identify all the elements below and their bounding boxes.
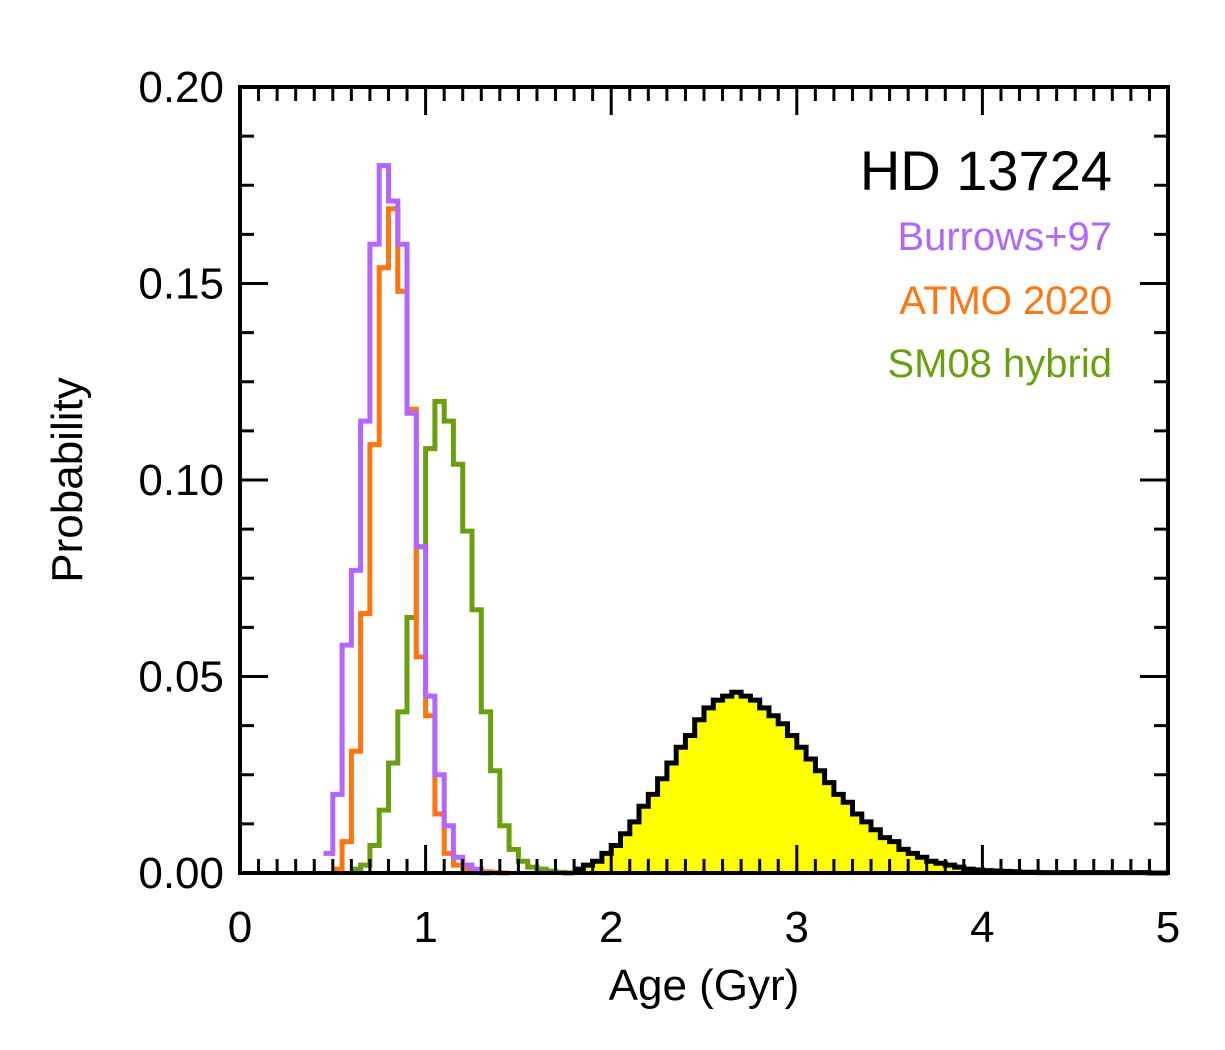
y-tick-label: 0.15	[138, 260, 224, 309]
legend-entry-burrows: Burrows+97	[897, 215, 1112, 259]
y-tick-label: 0.05	[138, 653, 224, 702]
x-tick-label: 0	[228, 903, 252, 952]
x-axis-label: Age (Gyr)	[609, 961, 800, 1010]
x-tick-label: 1	[413, 903, 437, 952]
x-tick-label: 4	[970, 903, 994, 952]
x-tick-label: 2	[599, 903, 623, 952]
chart-title: HD 13724	[860, 139, 1112, 202]
plot-frame	[238, 85, 1170, 875]
legend-entry-sm08: SM08 hybrid	[887, 342, 1112, 386]
y-axis-label: Probability	[43, 377, 92, 582]
series-burrows-line	[323, 163, 491, 876]
y-tick-label: 0.20	[138, 63, 224, 112]
legend-entry-atmo: ATMO 2020	[899, 279, 1112, 323]
x-tick-label: 3	[785, 903, 809, 952]
y-tick-label: 0.10	[138, 456, 224, 505]
histogram-layer	[323, 163, 1168, 876]
x-tick-label: 5	[1156, 903, 1180, 952]
y-tick-label: 0.00	[138, 849, 224, 898]
series-sm08-line	[351, 398, 575, 876]
series-fiducial-fill	[574, 692, 1168, 873]
tick-labels: 0 1 2 3 4 5 0.00 0.05 0.10 0.15 0.20	[138, 63, 1180, 952]
